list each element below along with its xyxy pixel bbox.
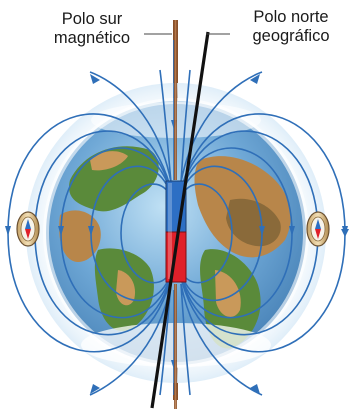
field-line-right-6: [180, 71, 263, 183]
arrowhead-right-outer: [342, 226, 348, 236]
arrowhead-right-4: [259, 226, 265, 236]
arrowhead-bottom-left: [90, 384, 100, 394]
field-line-bottom-right-inner: [180, 283, 191, 396]
geographic-axis: [150, 31, 210, 409]
compass-right-icon: [306, 211, 330, 247]
field-line-top-right-inner: [180, 69, 191, 183]
compass-left-icon: [16, 211, 40, 247]
field-line-left-7: [89, 283, 172, 396]
magnetic-south-label-line1: Polo sur: [61, 10, 123, 28]
arrowhead-left-3: [58, 226, 64, 236]
arrowhead-right-3: [289, 226, 295, 236]
field-line-left-5: [120, 183, 171, 284]
field-line-right-5: [181, 183, 233, 284]
magnetic-axis-top: [174, 20, 177, 180]
field-line-top-left-inner: [159, 69, 172, 183]
magnetic-axis-bottom: [174, 284, 177, 409]
magnetic-south-label-line2: magnético: [53, 29, 131, 47]
arrowhead-top-right: [250, 74, 260, 84]
arrowhead-left-outer: [5, 226, 11, 236]
arrowhead-top-left: [90, 74, 100, 84]
magnetic-south-pole-label: Polo sur magnético: [40, 10, 144, 48]
field-line-left-6: [89, 71, 172, 183]
field-line-right-7: [180, 283, 263, 396]
geographic-north-pole-label: Polo norte geográfico: [232, 8, 350, 46]
arrowhead-bottom-right: [250, 384, 260, 394]
geographic-north-label-line2: geográfico: [252, 27, 330, 45]
geographic-north-label-line1: Polo norte: [253, 8, 329, 26]
arrowhead-left-4: [88, 226, 94, 236]
